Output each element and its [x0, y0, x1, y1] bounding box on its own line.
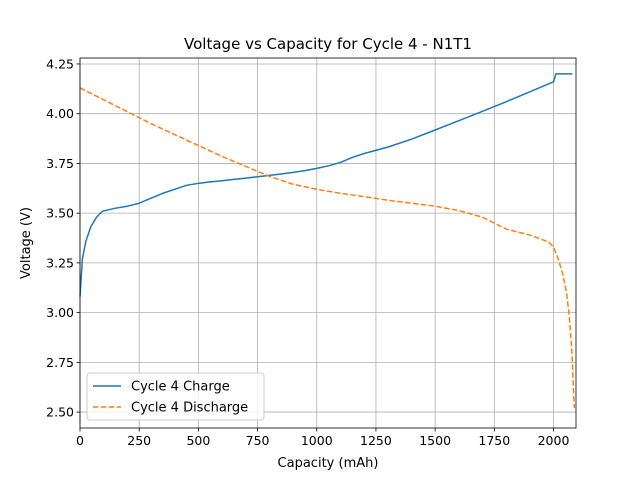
series-layer [79, 73, 576, 409]
x-tick-label: 1000 [301, 433, 333, 448]
y-tick-label: 3.00 [46, 305, 74, 320]
x-tick-label: 0 [76, 433, 84, 448]
legend: Cycle 4 Charge Cycle 4 Discharge [86, 372, 265, 421]
x-axis-label: Capacity (mAh) [278, 456, 379, 471]
y-tick-label: 3.75 [46, 156, 74, 171]
series-line-charge [79, 73, 573, 297]
y-tick-label: 4.00 [46, 106, 74, 121]
x-tick-label: 250 [127, 433, 151, 448]
grid [79, 58, 576, 428]
y-tick-label: 3.50 [46, 206, 74, 221]
y-tick-label: 2.50 [46, 405, 74, 420]
y-tick-label: 4.25 [46, 56, 74, 71]
plot-frame [79, 57, 577, 429]
x-tick-label: 2000 [538, 433, 570, 448]
x-tick-label: 1750 [478, 433, 510, 448]
chart-title: Voltage vs Capacity for Cycle 4 - N1T1 [184, 35, 472, 53]
legend-label-charge: Cycle 4 Charge [131, 380, 230, 395]
legend-box [86, 372, 265, 421]
x-tick-label: 1250 [360, 433, 392, 448]
y-axis-ticks: 2.50 2.75 3.00 3.25 3.50 3.75 4.00 4.25 [46, 56, 80, 420]
legend-label-discharge: Cycle 4 Discharge [131, 401, 248, 416]
x-tick-label: 750 [246, 433, 270, 448]
y-axis-label: Voltage (V) [19, 207, 34, 279]
x-axis-ticks: 0 250 500 750 1000 1250 1500 1750 2000 [76, 428, 569, 448]
y-tick-label: 2.75 [46, 355, 74, 370]
series-line-discharge [79, 87, 576, 409]
x-tick-label: 500 [186, 433, 210, 448]
y-tick-label: 3.25 [46, 255, 74, 270]
x-tick-label: 1500 [419, 433, 451, 448]
